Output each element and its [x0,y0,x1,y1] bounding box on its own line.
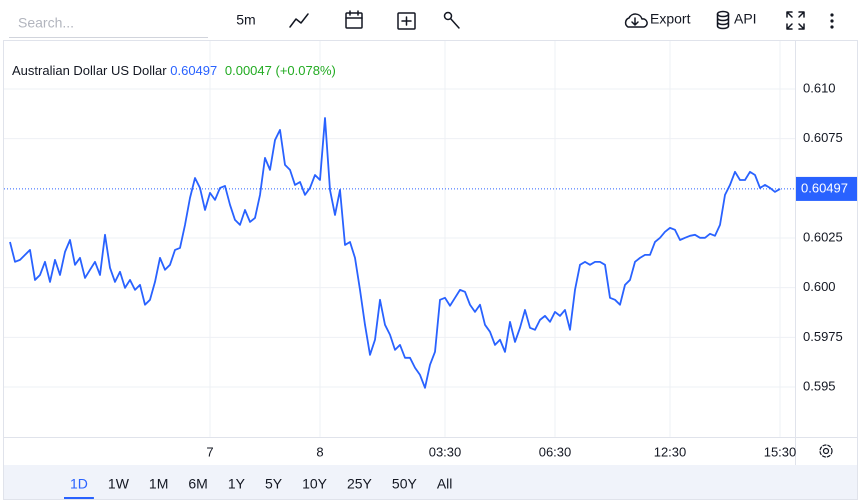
y-tick-label: 0.600 [803,279,836,294]
last-price: 0.60497 [170,63,217,78]
range-button[interactable]: 50Y [392,476,418,492]
cloud-icon [624,13,648,28]
range-button[interactable]: 25Y [347,476,373,492]
range-button[interactable]: 1W [108,476,130,492]
x-tick-label: 7 [206,444,213,459]
search-box[interactable]: Search... [9,15,208,38]
fullscreen-icon[interactable] [786,11,805,30]
last-price-tag [796,176,857,201]
y-tick-label: 0.6025 [803,229,843,244]
export-label[interactable]: Export [650,11,691,27]
interval-button[interactable]: 5m [236,12,255,28]
range-bar [4,465,857,499]
y-tick-label: 0.5975 [803,329,843,344]
api-label[interactable]: API [734,11,757,27]
calendar-icon[interactable] [345,10,363,29]
range-button[interactable]: 5Y [265,476,283,492]
last-price-tag-label: 0.60497 [801,180,848,195]
range-button[interactable]: 10Y [302,476,328,492]
range-button[interactable]: 1Y [228,476,246,492]
x-tick-label: 8 [316,444,323,459]
frame [3,40,858,500]
chart-settings-icon[interactable] [819,444,833,458]
x-tick-label: 03:30 [429,444,462,459]
range-button[interactable]: 1M [149,476,168,492]
x-tick-label: 12:30 [654,444,687,459]
api-button[interactable]: API [716,10,757,30]
y-tick-label: 0.610 [803,80,836,95]
price-change-percent: (+0.078%) [276,63,336,78]
price-line [9,117,781,389]
settings-wrench-icon[interactable] [443,11,460,29]
chart-type-icon[interactable] [289,13,309,28]
price-change: 0.00047 [225,63,272,78]
range-button[interactable]: All [437,476,453,492]
x-tick-label: 06:30 [539,444,572,459]
symbol-name: Australian Dollar US Dollar [12,63,167,78]
range-button[interactable]: 6M [188,476,207,492]
y-tick-label: 0.6075 [803,130,843,145]
search-placeholder[interactable]: Search... [18,15,74,31]
range-button[interactable]: 1D [70,476,88,492]
more-menu-icon[interactable] [830,13,834,29]
export-button[interactable]: Export [624,11,691,28]
y-tick-label: 0.595 [803,378,836,393]
legend: Australian Dollar US Dollar 0.60497 0.00… [12,63,336,78]
add-indicator-icon[interactable] [397,12,416,30]
database-icon [716,10,730,30]
x-tick-label: 15:30 [764,444,797,459]
